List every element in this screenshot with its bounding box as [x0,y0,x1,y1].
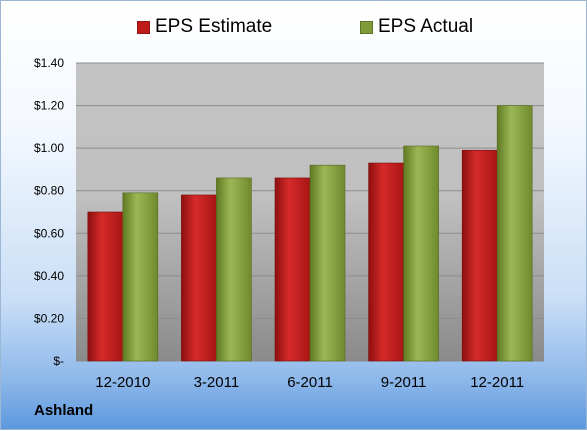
y-tick-label: $- [53,354,64,368]
company-name: Ashland [34,402,94,419]
bar-eps-actual [216,177,252,362]
y-tick-label: $0.20 [34,311,64,325]
bar-eps-actual [122,192,159,362]
bars [87,105,533,362]
legend-swatch-estimate [137,21,150,34]
y-tick-label: $1.40 [34,56,64,70]
bar-eps-actual [496,105,533,362]
legend-label-actual: EPS Actual [378,16,474,37]
y-tick-label: $1.00 [34,141,64,155]
y-tick-label: $0.40 [34,269,64,283]
x-tick-label: 12-2010 [95,374,150,391]
x-tick-label: 9-2011 [381,374,427,391]
y-tick-label: $1.20 [34,99,64,113]
y-tick-label: $0.80 [34,184,64,198]
bar-eps-estimate [87,211,124,362]
chart-legend: EPS Estimate EPS Actual [1,15,587,41]
bar-eps-estimate [181,194,217,362]
x-tick-label: 12-2011 [470,374,524,391]
y-axis-ticks: $- $0.20 $0.40 $0.60 $0.80 $1.00 $1.20 $1.40 [34,56,64,368]
bar-eps-estimate [274,177,311,362]
legend-swatch-actual [360,21,373,34]
legend-label-estimate: EPS Estimate [155,16,273,37]
bar-eps-actual [403,145,439,362]
y-tick-label: $0.60 [34,226,64,240]
bar-eps-estimate [461,149,498,362]
bar-eps-estimate [368,162,404,362]
bar-eps-actual [309,164,346,362]
x-axis-ticks: 12-2010 3-2011 6-2011 9-2011 12-2011 [95,374,524,391]
x-tick-label: 6-2011 [287,374,333,391]
x-tick-label: 3-2011 [194,374,240,391]
